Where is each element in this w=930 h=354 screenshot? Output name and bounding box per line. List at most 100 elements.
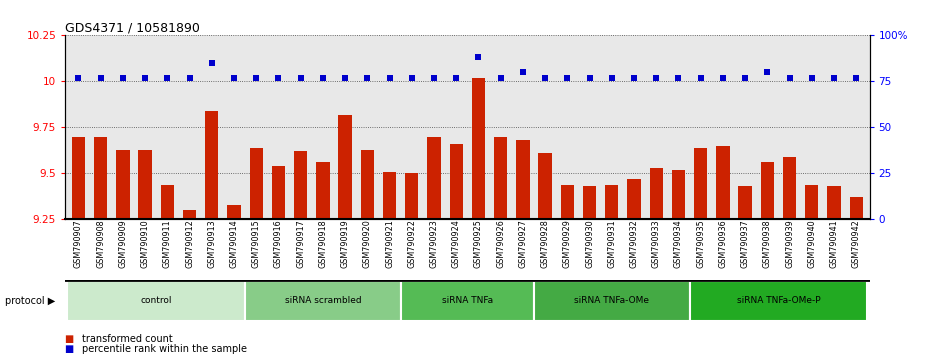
Bar [628, 179, 641, 219]
Point [560, 75, 575, 81]
Text: GSM790937: GSM790937 [740, 219, 750, 268]
Bar [716, 146, 729, 219]
Text: GSM790918: GSM790918 [318, 219, 327, 268]
Text: GSM790940: GSM790940 [807, 219, 817, 268]
Text: GSM790920: GSM790920 [363, 219, 372, 268]
Text: GSM790922: GSM790922 [407, 219, 417, 268]
Bar [605, 184, 618, 219]
Text: GSM790917: GSM790917 [296, 219, 305, 268]
Bar [828, 186, 841, 219]
Text: control: control [140, 296, 172, 306]
Bar [183, 210, 196, 219]
Bar [72, 137, 86, 219]
Text: GSM790934: GSM790934 [674, 219, 683, 268]
Bar [805, 184, 818, 219]
Point [382, 75, 397, 81]
Text: GSM790933: GSM790933 [652, 219, 660, 268]
Bar [671, 170, 685, 219]
Bar [849, 198, 863, 219]
Point [538, 75, 552, 81]
Text: GSM790925: GSM790925 [474, 219, 483, 268]
Text: GDS4371 / 10581890: GDS4371 / 10581890 [65, 21, 200, 34]
Bar [249, 148, 263, 219]
Text: GSM790941: GSM790941 [830, 219, 839, 268]
Point [849, 75, 864, 81]
Point [160, 75, 175, 81]
Text: GSM790928: GSM790928 [540, 219, 550, 268]
Text: percentile rank within the sample: percentile rank within the sample [82, 344, 246, 354]
Text: GSM790930: GSM790930 [585, 219, 594, 268]
Point [582, 75, 597, 81]
Text: siRNA TNFa-OMe-P: siRNA TNFa-OMe-P [737, 296, 820, 306]
Text: GSM790909: GSM790909 [118, 219, 127, 268]
Point [671, 75, 686, 81]
Point [360, 75, 375, 81]
Bar [649, 168, 663, 219]
Point [138, 75, 153, 81]
Point [804, 75, 819, 81]
Point [427, 75, 442, 81]
Text: GSM790923: GSM790923 [430, 219, 438, 268]
Bar [561, 184, 574, 219]
Bar [161, 184, 174, 219]
Point [782, 75, 797, 81]
Bar [689, 280, 868, 321]
Bar [694, 148, 708, 219]
Text: ■: ■ [65, 344, 77, 354]
Text: GSM790929: GSM790929 [563, 219, 572, 268]
Point [649, 75, 664, 81]
Text: GSM790919: GSM790919 [340, 219, 350, 268]
Text: GSM790935: GSM790935 [697, 219, 705, 268]
Point [515, 69, 530, 75]
Point [493, 75, 508, 81]
Text: GSM790938: GSM790938 [763, 219, 772, 268]
Bar [246, 280, 401, 321]
Text: ■: ■ [65, 335, 77, 344]
Bar [401, 280, 534, 321]
Bar [116, 149, 129, 219]
Point [760, 69, 775, 75]
Point [604, 75, 619, 81]
Text: GSM790912: GSM790912 [185, 219, 194, 268]
Point [71, 75, 86, 81]
Point [227, 75, 242, 81]
Text: GSM790942: GSM790942 [852, 219, 861, 268]
Text: GSM790913: GSM790913 [207, 219, 217, 268]
Point [693, 75, 708, 81]
Point [338, 75, 352, 81]
Text: GSM790911: GSM790911 [163, 219, 172, 268]
Text: GSM790924: GSM790924 [452, 219, 460, 268]
Bar [494, 137, 508, 219]
Text: GSM790932: GSM790932 [630, 219, 639, 268]
Text: GSM790926: GSM790926 [497, 219, 505, 268]
Text: GSM790907: GSM790907 [73, 219, 83, 268]
Point [248, 75, 263, 81]
Point [315, 75, 330, 81]
Text: GSM790931: GSM790931 [607, 219, 617, 268]
Bar [538, 153, 551, 219]
Text: GSM790936: GSM790936 [718, 219, 727, 268]
Bar [294, 152, 307, 219]
Bar [206, 111, 219, 219]
Point [271, 75, 286, 81]
Point [205, 60, 219, 66]
Text: GSM790914: GSM790914 [230, 219, 238, 268]
Text: GSM790939: GSM790939 [785, 219, 794, 268]
Text: siRNA TNFa-OMe: siRNA TNFa-OMe [574, 296, 649, 306]
Bar [761, 162, 774, 219]
Bar [339, 115, 352, 219]
Point [293, 75, 308, 81]
Bar [94, 137, 107, 219]
Text: transformed count: transformed count [82, 335, 173, 344]
Bar [783, 157, 796, 219]
Point [471, 55, 485, 60]
Text: GSM790915: GSM790915 [252, 219, 260, 268]
Point [115, 75, 130, 81]
Text: GSM790916: GSM790916 [274, 219, 283, 268]
Bar [516, 140, 529, 219]
Bar [427, 137, 441, 219]
Bar [472, 78, 485, 219]
Text: GSM790927: GSM790927 [518, 219, 527, 268]
Bar [534, 280, 689, 321]
Bar [449, 144, 463, 219]
